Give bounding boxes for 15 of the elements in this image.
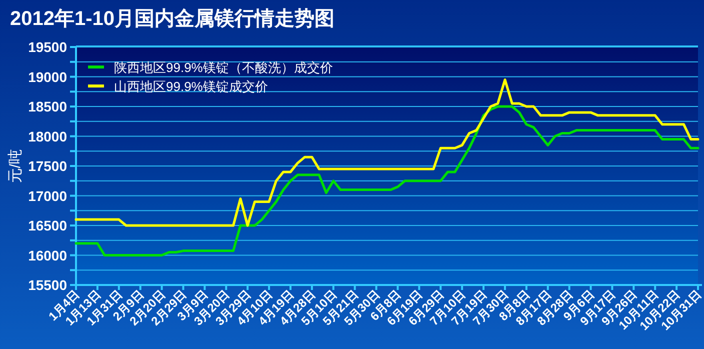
- y-tick-label: 18500: [28, 98, 68, 114]
- y-tick-label: 19000: [28, 68, 68, 85]
- y-axis-title: 元/吨: [7, 148, 24, 184]
- y-tick-label: 16500: [28, 218, 68, 234]
- chart-title: 2012年1-10月国内金属镁行情走势图: [10, 8, 335, 30]
- y-tick-label: 18000: [28, 128, 68, 144]
- line-series: [74, 105, 700, 256]
- y-tick-label: 16000: [28, 247, 68, 264]
- y-tick-label: 17000: [28, 188, 68, 204]
- legend-label: 山西地区99.9%镁锭成交价: [114, 79, 268, 94]
- legend-label: 陕西地区99.9%镁锭（不酸洗）成交价: [114, 60, 333, 75]
- y-tick-label: 15500: [28, 277, 68, 293]
- y-tick-label: 19500: [28, 39, 68, 55]
- line-series: [74, 78, 700, 227]
- y-tick-label: 17500: [28, 158, 68, 174]
